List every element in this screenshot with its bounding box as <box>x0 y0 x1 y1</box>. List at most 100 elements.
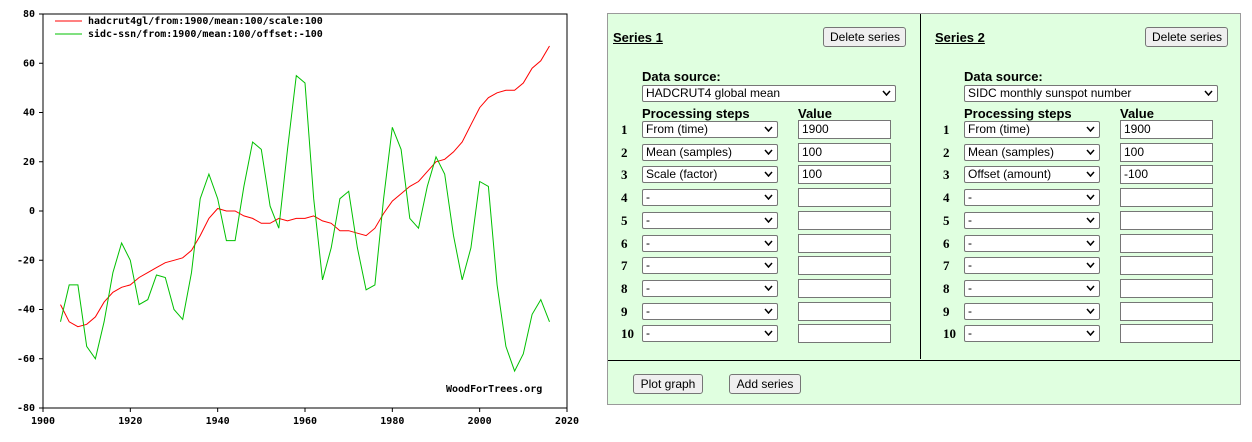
add-button[interactable]: Add series <box>729 374 801 394</box>
divider <box>920 14 921 359</box>
steps-header: Processing steps <box>964 106 1072 121</box>
dropdown-arrow <box>1086 285 1095 291</box>
step-number: 10 <box>943 326 956 342</box>
step-number: 1 <box>621 122 628 137</box>
y-tick-label: -60 <box>17 354 35 365</box>
value-input[interactable]: 100 <box>798 142 891 162</box>
x-tick-label: 1900 <box>31 416 55 427</box>
dropdown-arrow <box>764 194 773 201</box>
step-select[interactable]: - <box>642 302 778 320</box>
x-tick-label: 1940 <box>206 416 230 427</box>
step-select[interactable]: - <box>642 211 778 229</box>
step-select[interactable]: Scale (factor) <box>642 166 778 184</box>
series-line <box>60 45 550 328</box>
step-select[interactable]: From (time) <box>964 121 1100 138</box>
dropdown-arrow <box>1086 217 1095 223</box>
delete-button[interactable]: Delete series <box>823 27 906 47</box>
x-tick-label: 1980 <box>380 416 404 427</box>
series-panel: Plot graph Add series Series 1 Delete ser… <box>607 13 1241 405</box>
value-input[interactable] <box>798 278 891 298</box>
value-input[interactable]: 100 <box>1120 142 1213 162</box>
step-select[interactable]: Offset (amount) <box>964 166 1100 184</box>
step-number: 6 <box>943 235 950 251</box>
data-source-select[interactable]: HADCRUT4 global mean <box>642 85 896 102</box>
step-select[interactable]: - <box>964 279 1100 297</box>
dropdown-arrow <box>1086 194 1095 201</box>
value-input[interactable] <box>1120 210 1213 230</box>
value-input[interactable] <box>798 324 891 344</box>
step-select[interactable]: - <box>642 234 778 252</box>
dropdown-arrow <box>882 90 891 96</box>
y-tick-label: 80 <box>23 9 35 20</box>
step-number: 7 <box>943 258 950 274</box>
value-input[interactable] <box>798 301 891 321</box>
delete-button[interactable]: Delete series <box>1145 27 1228 47</box>
step-select[interactable]: - <box>964 302 1100 320</box>
value-input[interactable]: 100 <box>798 165 891 185</box>
plot-button[interactable]: Plot graph <box>633 374 703 394</box>
value-input[interactable] <box>798 188 891 208</box>
step-select[interactable]: From (time) <box>642 121 778 138</box>
plot-frame <box>42 13 568 409</box>
y-tick-label: 0 <box>29 206 35 217</box>
step-select[interactable]: - <box>642 325 778 343</box>
value-input[interactable] <box>1120 233 1213 253</box>
data-source-select[interactable]: SIDC monthly sunspot number <box>964 85 1218 102</box>
value-input[interactable] <box>1120 256 1213 276</box>
step-select[interactable]: - <box>964 257 1100 275</box>
step-select[interactable]: - <box>964 234 1100 252</box>
value-input[interactable]: 1900 <box>1120 120 1213 139</box>
y-tick-label: -80 <box>17 403 35 414</box>
step-number: 8 <box>943 280 950 296</box>
series-title[interactable]: Series 2 <box>935 30 985 45</box>
series-title[interactable]: Series 1 <box>613 30 663 45</box>
dropdown-arrow <box>1086 308 1095 314</box>
dropdown-arrow <box>764 262 773 269</box>
step-number: 3 <box>621 167 628 183</box>
step-number: 5 <box>621 212 628 228</box>
step-select[interactable]: - <box>642 189 778 207</box>
x-tick-label: 1960 <box>293 416 317 427</box>
value-input[interactable]: 1900 <box>798 120 891 139</box>
value-header: Value <box>1120 106 1154 121</box>
step-number: 7 <box>621 258 628 274</box>
annotation: WoodForTrees.org <box>446 384 542 395</box>
step-number: 4 <box>943 190 950 206</box>
series-line <box>60 74 550 373</box>
value-input[interactable] <box>1120 188 1213 208</box>
step-select[interactable]: - <box>642 257 778 275</box>
y-tick-label: 40 <box>23 108 35 119</box>
step-select[interactable]: - <box>964 325 1100 343</box>
dropdown-arrow <box>1086 171 1095 178</box>
steps-header: Processing steps <box>642 106 750 121</box>
legend-label: sidc-ssn/from:1900/mean:100/offset:-100 <box>88 28 323 40</box>
step-select[interactable]: Mean (samples) <box>642 143 778 161</box>
step-select[interactable]: - <box>964 211 1100 229</box>
value-input[interactable] <box>798 233 891 253</box>
x-tick-label: 2000 <box>468 416 492 427</box>
value-input[interactable] <box>1120 278 1213 298</box>
step-number: 2 <box>621 144 628 160</box>
dropdown-arrow <box>1086 240 1095 246</box>
dropdown-arrow <box>764 285 773 291</box>
value-input[interactable] <box>798 210 891 230</box>
step-number: 3 <box>943 167 950 183</box>
step-select[interactable]: - <box>964 189 1100 207</box>
step-select[interactable]: - <box>642 279 778 297</box>
value-input[interactable] <box>1120 324 1213 344</box>
y-tick-label: -20 <box>17 255 35 266</box>
dropdown-arrow <box>764 126 773 132</box>
data-source-label: Data source: <box>964 69 1043 84</box>
step-number: 2 <box>943 144 950 160</box>
step-select[interactable]: Mean (samples) <box>964 143 1100 161</box>
value-input[interactable] <box>798 256 891 276</box>
dropdown-arrow <box>764 149 773 155</box>
value-input[interactable] <box>1120 301 1213 321</box>
dropdown-arrow <box>1086 149 1095 155</box>
dropdown-arrow <box>1086 262 1095 269</box>
value-input[interactable]: -100 <box>1120 165 1213 185</box>
dropdown-arrow <box>764 171 773 178</box>
value-header: Value <box>798 106 832 121</box>
chart: WoodForTrees.org -80 -60 -40 -20 0 20 40 60 80 19… <box>17 9 579 427</box>
